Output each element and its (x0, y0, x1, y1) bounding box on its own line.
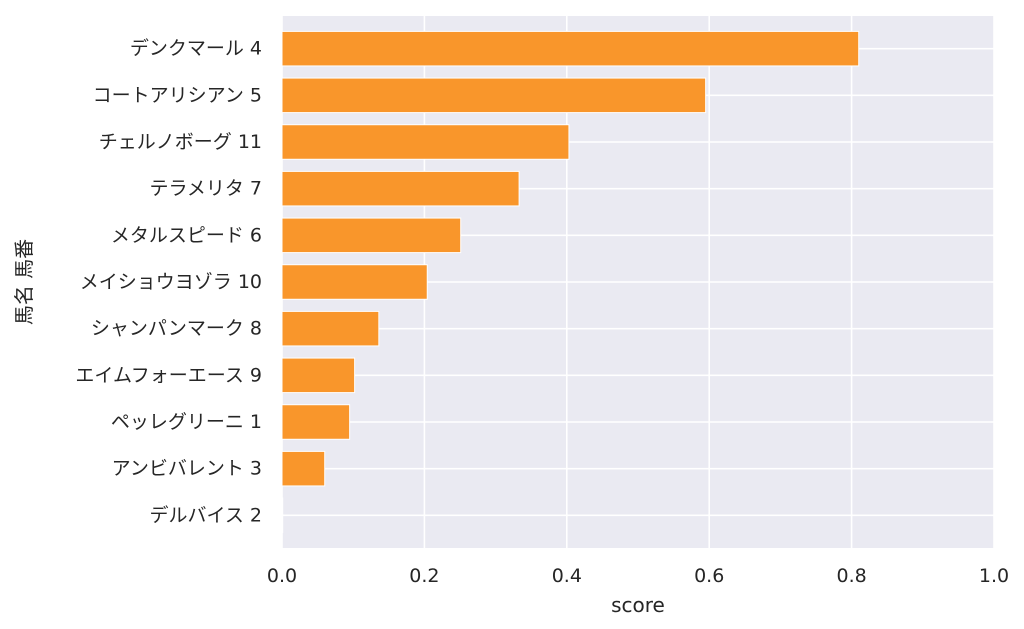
x-tick-label: 0.0 (267, 565, 297, 587)
bar (281, 450, 326, 487)
y-tick-label: ペッレグリーニ 1 (111, 411, 262, 433)
y-tick-label: エイムフォーエース 9 (75, 364, 262, 386)
y-tick-label: メイショウヨゾラ 10 (80, 271, 262, 293)
bar (281, 264, 428, 300)
x-tick-labels: 0.0 0.2 0.4 0.6 0.8 1.0 (267, 565, 1009, 587)
bars (281, 30, 860, 534)
bar (281, 77, 707, 114)
x-tick-label: 0.4 (552, 565, 582, 587)
x-tick-label: 0.2 (409, 565, 439, 587)
bar (281, 497, 284, 534)
bar (281, 124, 570, 160)
y-tick-label: メタルスピード 6 (111, 224, 262, 246)
y-tick-label: テラメリタ 7 (149, 178, 262, 200)
y-tick-label: アンビバレント 3 (112, 458, 262, 480)
y-tick-label: デンクマール 4 (130, 38, 262, 60)
x-tick-label: 0.6 (694, 565, 724, 587)
y-tick-label: コートアリシアン 5 (93, 84, 262, 106)
y-tick-label: デルバイス 2 (149, 504, 262, 526)
y-tick-label: シャンパンマーク 8 (91, 318, 262, 340)
y-tick-label: チェルノボーグ 11 (99, 131, 262, 153)
bar (281, 217, 462, 254)
bar (281, 357, 356, 394)
bar (281, 310, 380, 347)
bar (281, 170, 520, 207)
bar (281, 30, 860, 67)
bar (281, 404, 351, 440)
y-axis-label: 馬名 馬番 (12, 239, 36, 325)
x-tick-label: 1.0 (979, 565, 1009, 587)
x-tick-label: 0.8 (836, 565, 866, 587)
y-tick-labels: デンクマール 4 コートアリシアン 5 チェルノボーグ 11 テラメリタ 7 メタルスピ… (75, 38, 262, 527)
x-axis-label: score (611, 593, 665, 617)
